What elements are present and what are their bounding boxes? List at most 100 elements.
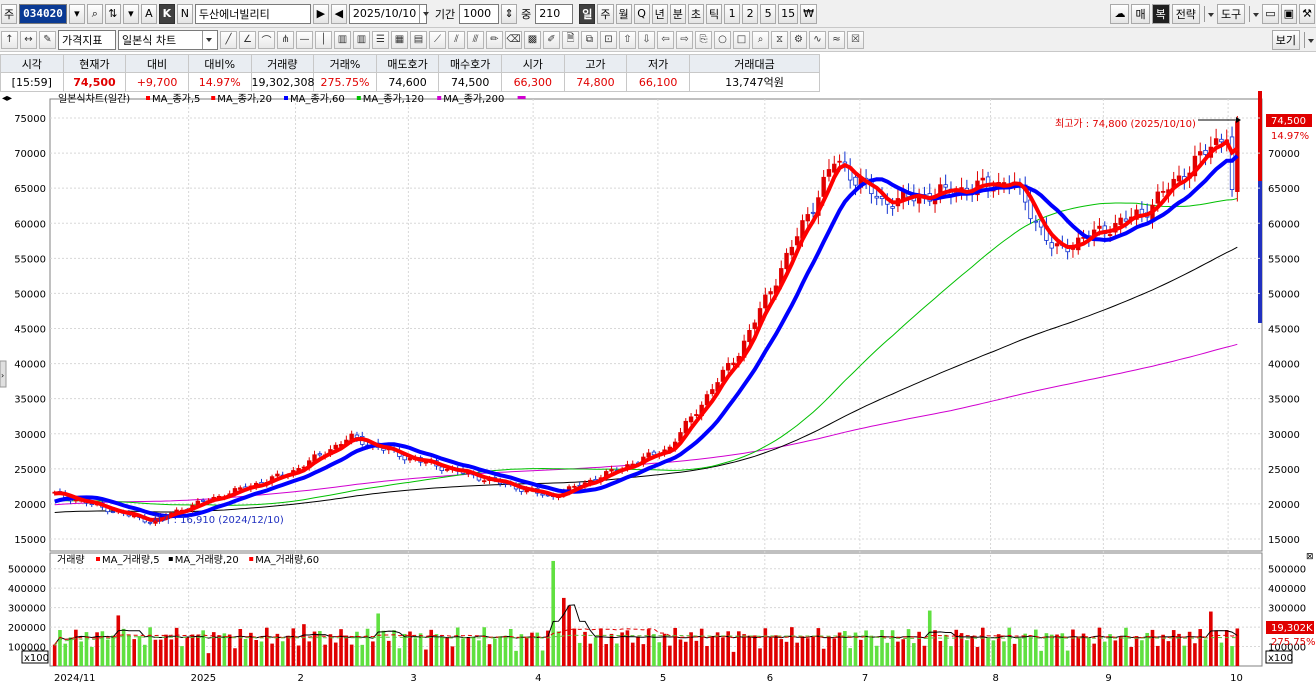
- channel2-tool-icon[interactable]: ⫻: [467, 30, 484, 49]
- note-tool-icon[interactable]: 🗎: [562, 30, 579, 49]
- volume-bar: [211, 632, 216, 666]
- period-minute-button[interactable]: 분: [669, 3, 686, 24]
- color-tool-icon[interactable]: ▩: [524, 30, 541, 49]
- period-tick-button[interactable]: 틱: [706, 3, 723, 24]
- right-tool-icon[interactable]: ⇨: [676, 30, 693, 49]
- up-tool-icon[interactable]: ⇧: [619, 30, 636, 49]
- trend-tool-icon[interactable]: ⟋: [429, 30, 446, 49]
- save-icon[interactable]: ▣: [1280, 3, 1297, 24]
- period-5-button[interactable]: 5: [760, 3, 777, 24]
- grid-tool-icon[interactable]: ▥: [334, 30, 351, 49]
- filter-tool-icon[interactable]: ⧖: [771, 30, 788, 49]
- chart-type-select[interactable]: 일본식 차트: [118, 29, 218, 50]
- stock-code-input[interactable]: 034020: [19, 3, 67, 24]
- wave2-tool-icon[interactable]: ≈: [828, 30, 845, 49]
- edit-icon[interactable]: ✎: [39, 30, 56, 49]
- period-week-button[interactable]: 주: [597, 3, 614, 24]
- volume-bar: [880, 629, 884, 666]
- volume-close-icon[interactable]: ⊠: [1306, 552, 1314, 562]
- cloud-icon[interactable]: ☁: [1110, 3, 1130, 24]
- fan-tool-icon[interactable]: ⋔: [277, 30, 294, 49]
- sort-dropdown[interactable]: ▾: [122, 3, 139, 24]
- view-dropdown-icon[interactable]: [1304, 31, 1316, 48]
- chart-type-dropdown-icon[interactable]: [202, 30, 214, 49]
- arrow-lr-icon[interactable]: ↔: [20, 30, 37, 49]
- candle-body: [784, 252, 789, 270]
- volume-legend-label: MA_거래량,20: [175, 554, 239, 566]
- period-quarter-button[interactable]: Q: [633, 3, 650, 24]
- square-tool-icon[interactable]: □: [733, 30, 750, 49]
- wrench-icon[interactable]: ⚒: [1299, 3, 1315, 24]
- arrow-up-icon[interactable]: ↑: [1, 30, 18, 49]
- mode-button-k[interactable]: K: [158, 3, 175, 24]
- period-second-button[interactable]: 초: [687, 3, 704, 24]
- period-input[interactable]: 1000: [459, 3, 500, 24]
- bars-tool-icon[interactable]: ▦: [391, 30, 408, 49]
- grid2-tool-icon[interactable]: ▥: [353, 30, 370, 49]
- scroll-lr-icon[interactable]: ◂▸: [2, 93, 12, 104]
- folder-icon[interactable]: ▭: [1262, 3, 1279, 24]
- period-spin-icon[interactable]: ⇕: [501, 3, 518, 24]
- doc-tool-icon[interactable]: ⎘: [695, 30, 712, 49]
- stock-name-field[interactable]: 두산에너빌리티: [194, 3, 311, 24]
- circle-tool-icon[interactable]: ○: [714, 30, 731, 49]
- channel-tool-icon[interactable]: ⫽: [448, 30, 465, 49]
- candle-body: [1118, 217, 1123, 225]
- wave-tool-icon[interactable]: ∿: [809, 30, 826, 49]
- mode-button-a[interactable]: A: [140, 3, 157, 24]
- period-year-button[interactable]: 년: [651, 3, 668, 24]
- market-type-button[interactable]: 주: [1, 3, 18, 24]
- vline-tool-icon[interactable]: │: [315, 30, 332, 49]
- period-1-button[interactable]: 1: [724, 3, 741, 24]
- hline-tool-icon[interactable]: —: [296, 30, 313, 49]
- period-day-button[interactable]: 일: [579, 3, 596, 24]
- search-icon[interactable]: ⌕: [86, 3, 103, 24]
- currency-button[interactable]: ₩: [800, 3, 818, 24]
- candle-body: [275, 473, 280, 477]
- tools-button[interactable]: 도구: [1216, 3, 1246, 24]
- period-month-button[interactable]: 월: [615, 3, 632, 24]
- mode-button-n[interactable]: N: [176, 3, 193, 24]
- date-dropdown-icon[interactable]: [419, 4, 429, 23]
- toggle-tool-icon[interactable]: ⊡: [600, 30, 617, 49]
- volume-bar: [715, 632, 720, 666]
- bars2-tool-icon[interactable]: ▤: [410, 30, 427, 49]
- arc-tool-icon[interactable]: ⌒: [258, 30, 275, 49]
- left-tool-icon[interactable]: ⇦: [657, 30, 674, 49]
- volume-bar: [1102, 641, 1107, 666]
- down-tool-icon[interactable]: ⇩: [638, 30, 655, 49]
- period-15-button[interactable]: 15: [778, 3, 799, 24]
- buy-button[interactable]: 매: [1131, 3, 1150, 24]
- volume-bar: [121, 628, 126, 666]
- strategy-button[interactable]: 전략: [1171, 3, 1200, 24]
- strategy-dropdown-icon[interactable]: [1203, 5, 1216, 22]
- volume-ma60-path: [54, 634, 1238, 647]
- sort-icon[interactable]: ⇅: [104, 3, 121, 24]
- indicator-button[interactable]: 가격지표: [58, 29, 116, 50]
- angle-tool-icon[interactable]: ∠: [239, 30, 256, 49]
- line-tool-icon[interactable]: ╱: [220, 30, 237, 49]
- left-splitter-handle[interactable]: [0, 360, 7, 388]
- settings-tool-icon[interactable]: ⚙: [790, 30, 807, 49]
- eraser-tool-icon[interactable]: ⌫: [505, 30, 522, 49]
- chart-canvas[interactable]: 75000 70000 65000 60000 55000 50000 45000 40000…: [0, 91, 1316, 685]
- view-button[interactable]: 보기: [1271, 29, 1300, 50]
- volume-bar: [190, 634, 195, 666]
- period-2-button[interactable]: 2: [742, 3, 759, 24]
- volume-bar: [227, 634, 232, 666]
- copy-tool-icon[interactable]: ⧉: [581, 30, 598, 49]
- pencil-tool-icon[interactable]: ✏: [486, 30, 503, 49]
- close-tool-icon[interactable]: ☒: [847, 30, 864, 49]
- date-picker[interactable]: 2025/10/10: [348, 3, 429, 24]
- volume-bar: [1187, 631, 1192, 666]
- brush-tool-icon[interactable]: ✐: [543, 30, 560, 49]
- stock-code-dropdown[interactable]: ▾: [68, 3, 85, 24]
- mid-input[interactable]: 210: [535, 3, 574, 24]
- zoom-tool-icon[interactable]: ⌕: [752, 30, 769, 49]
- compound-button[interactable]: 복: [1151, 3, 1170, 24]
- chart-area[interactable]: 75000 70000 65000 60000 55000 50000 45000 40000…: [0, 91, 1316, 685]
- back-icon[interactable]: ◀: [330, 3, 347, 24]
- tools-dropdown-icon[interactable]: [1249, 5, 1261, 22]
- play-icon[interactable]: ▶: [312, 3, 329, 24]
- table-tool-icon[interactable]: ☰: [372, 30, 389, 49]
